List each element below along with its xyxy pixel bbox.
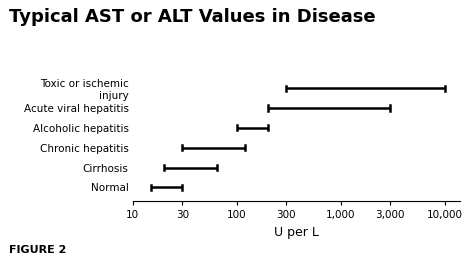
Text: FIGURE 2: FIGURE 2	[9, 245, 67, 255]
Text: Typical AST or ALT Values in Disease: Typical AST or ALT Values in Disease	[9, 8, 376, 26]
X-axis label: U per L: U per L	[274, 226, 319, 239]
